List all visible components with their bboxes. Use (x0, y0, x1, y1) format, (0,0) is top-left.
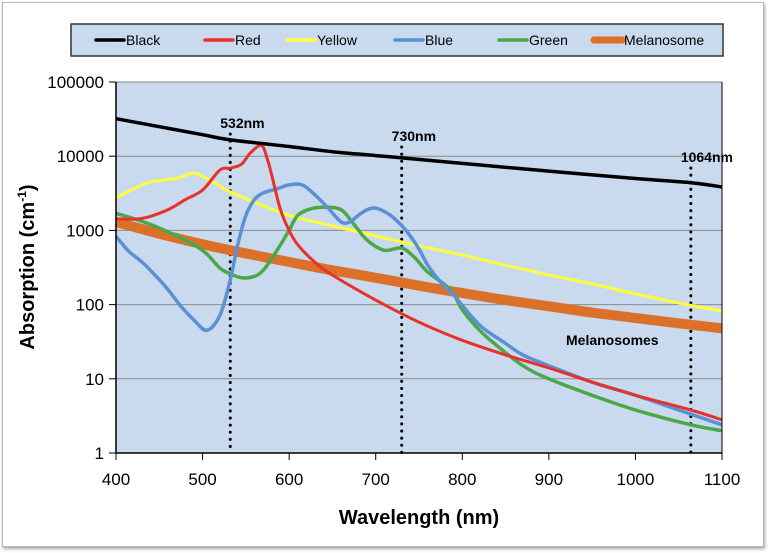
x-tick-label: 500 (188, 470, 216, 489)
legend-label-black: Black (126, 32, 161, 48)
legend-label-melanosome: Melanosome (624, 32, 704, 48)
x-tick-label: 600 (275, 470, 303, 489)
axes: 1 10 100 1000 10000 100000 400 500 600 700 800 900 1… (47, 73, 740, 489)
melanosomes-annotation: Melanosomes (566, 332, 659, 348)
marker-label-532nm: 532nm (220, 115, 264, 131)
series-line-melanosome (114, 217, 723, 334)
marker-label-1064nm: 1064nm (681, 149, 733, 165)
x-tick-label: 700 (362, 470, 390, 489)
y-tick-label: 10 (85, 370, 104, 389)
legend-label-green: Green (529, 32, 568, 48)
series-lines (114, 116, 723, 433)
y-tick-label: 10000 (57, 147, 104, 166)
legend: Black Red Yellow Blue Green Melanosome (70, 23, 724, 57)
y-tick-label: 1000 (66, 221, 104, 240)
series-line-green (115, 205, 723, 433)
legend-label-yellow: Yellow (317, 32, 358, 48)
vertical-markers: 532nm 730nm 1064nm (220, 115, 733, 455)
y-axis-title: Absorption (cm-1) (15, 184, 39, 349)
legend-label-blue: Blue (425, 32, 453, 48)
marker-label-730nm: 730nm (392, 128, 436, 144)
legend-label-red: Red (235, 32, 261, 48)
y-tick-label: 100 (76, 296, 104, 315)
series-line-blue (114, 182, 723, 427)
y-tick-label: 100000 (47, 73, 104, 92)
x-tick-label: 900 (535, 470, 563, 489)
gridlines (116, 81, 722, 380)
x-tick-label: 1100 (704, 470, 741, 489)
series-line-black (115, 116, 723, 189)
x-axis-title: Wavelength (nm) (339, 507, 499, 529)
y-tick-label: 1 (95, 444, 104, 463)
x-tick-label: 1000 (617, 470, 655, 489)
x-tick-label: 400 (102, 470, 130, 489)
series-line-red (115, 143, 723, 422)
x-tick-label: 800 (448, 470, 476, 489)
series-line-yellow (115, 171, 723, 313)
